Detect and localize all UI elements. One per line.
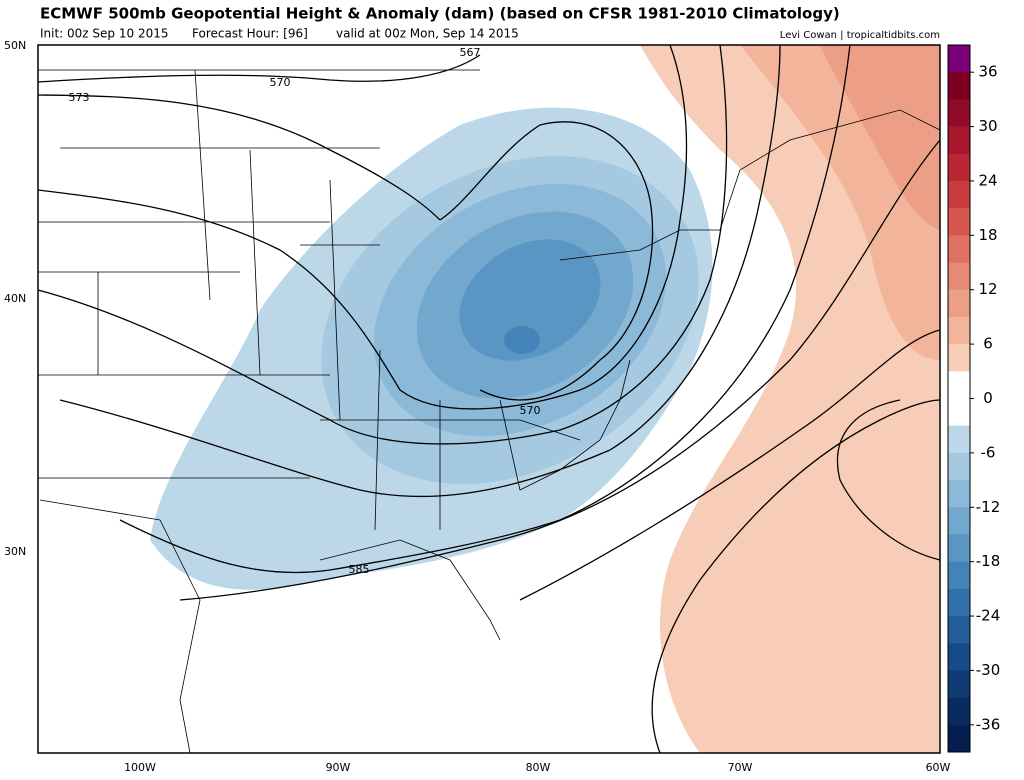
- colorbar-tick-label: 0: [983, 389, 993, 407]
- colorbar-segment: [948, 72, 970, 100]
- colorbar-segment: [948, 208, 970, 236]
- contour: [119, 44, 851, 574]
- colorbar-tick-label: 24: [978, 171, 997, 189]
- colorbar-tick-label: 18: [978, 226, 997, 244]
- map-frame: [37, 44, 941, 754]
- lat-label: 30N: [4, 545, 26, 558]
- colorbar-segment: [948, 425, 970, 454]
- colorbar-segment: [948, 452, 970, 481]
- colorbar: 36 30 24 18 12 6 0 -6 -12 -18 -24 -30 -36: [947, 44, 1001, 753]
- negative-anomaly: [459, 239, 601, 361]
- colorbar-tick-label: 6: [983, 335, 993, 353]
- colorbar-segment: [948, 616, 970, 644]
- colorbar-segment: [948, 316, 970, 345]
- colorbar-segment: [948, 697, 970, 726]
- contour: [37, 44, 728, 445]
- colorbar-segment: [948, 153, 970, 182]
- colorbar-segment: [948, 643, 970, 671]
- colorbar-segment: [948, 180, 970, 209]
- colorbar-segment: [948, 507, 970, 535]
- init: Init: 00z Sep 10 2015: [40, 27, 168, 41]
- negative-anomaly: [504, 326, 540, 354]
- colorbar-segment: [948, 45, 970, 73]
- lon-label: 70W: [728, 761, 753, 774]
- colorbar-segment: [948, 588, 970, 617]
- colorbar-tick-label: 36: [978, 63, 997, 81]
- colorbar-segment: [948, 344, 970, 372]
- forecast-hour: Forecast Hour: [96]: [192, 27, 308, 41]
- lon-label: 100W: [124, 761, 156, 774]
- lon-label: 80W: [526, 761, 551, 774]
- contour: [37, 94, 654, 401]
- valid-time: valid at 00z Mon, Sep 14 2015: [336, 27, 519, 41]
- contour: [179, 139, 941, 601]
- contour: [37, 54, 481, 83]
- colorbar-segment: [948, 398, 970, 427]
- colorbar-tick-label: 12: [978, 280, 997, 298]
- colorbar-segment: [948, 99, 970, 128]
- contour-label: 567: [460, 46, 481, 59]
- colorbar-tick-label: -12: [976, 498, 1001, 516]
- positive-anomaly: [820, 45, 940, 230]
- colorbar-segment: [948, 561, 970, 590]
- contour-label: 585: [349, 563, 370, 576]
- lat-label: 40N: [4, 292, 26, 305]
- colorbar-tick-label: -6: [981, 443, 996, 461]
- lat-label: 50N: [4, 39, 26, 52]
- contour-label: 570: [520, 404, 541, 417]
- colorbar-segment: [948, 480, 970, 508]
- credit: Levi Cowan | tropicaltidbits.com: [780, 30, 940, 41]
- colorbar-segment: [948, 670, 970, 699]
- contour-label: 573: [69, 91, 90, 104]
- colorbar-tick-label: -24: [976, 607, 1001, 625]
- boundaries: [38, 69, 941, 754]
- contour: [651, 399, 941, 754]
- title: ECMWF 500mb Geopotential Height & Anomal…: [40, 5, 840, 23]
- colorbar-segment: [948, 262, 970, 291]
- contour: [59, 44, 781, 498]
- contour: [519, 329, 941, 601]
- colorbar-tick-label: 30: [978, 117, 997, 135]
- colorbar-segment: [948, 371, 970, 399]
- colorbar-segment: [948, 534, 970, 563]
- colorbar-segment: [948, 289, 970, 318]
- colorbar-tick-label: -30: [976, 661, 1001, 679]
- contour-label: 570: [270, 76, 291, 89]
- colorbar-segment: [948, 126, 970, 155]
- colorbar-segment: [948, 235, 970, 264]
- contour: [836, 399, 941, 561]
- lon-label: 90W: [326, 761, 351, 774]
- colorbar-segment: [948, 724, 970, 753]
- colorbar-tick-label: -36: [976, 715, 1001, 733]
- map: 567 570 573 570 585 50N 40N 30N 100W 90W…: [4, 39, 951, 774]
- lon-label: 60W: [926, 761, 951, 774]
- contour: [37, 44, 688, 410]
- colorbar-tick-label: -18: [976, 552, 1001, 570]
